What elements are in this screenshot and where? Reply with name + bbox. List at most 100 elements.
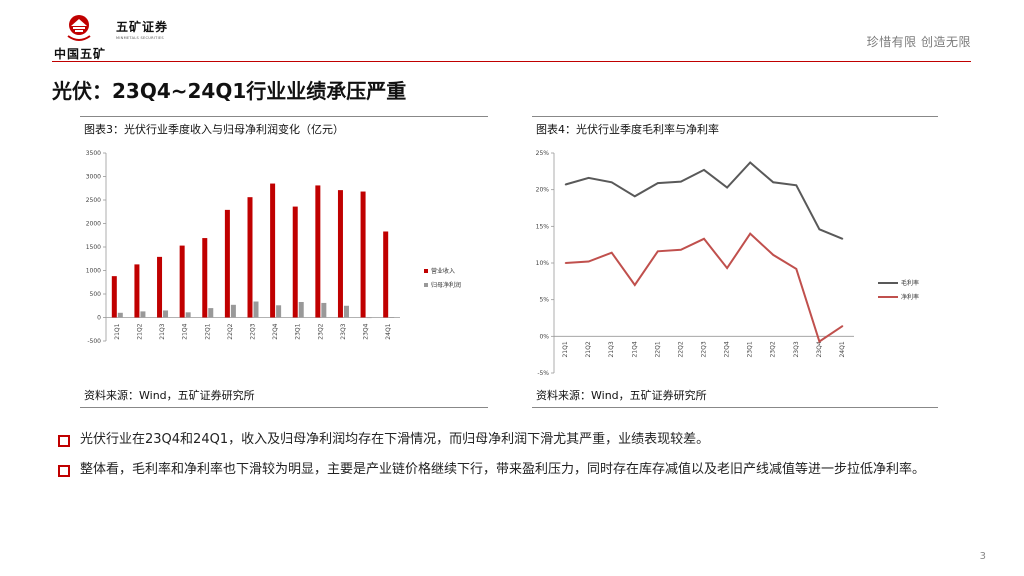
x-tick-label: 22Q1 xyxy=(654,341,661,357)
data-point xyxy=(680,249,682,251)
y-tick-label: 15% xyxy=(536,223,550,230)
header-divider xyxy=(52,61,971,62)
figure-revenue-profit: 图表3：光伏行业季度收入与归母净利润变化（亿元） -500 0 500 1000 150… xyxy=(80,116,488,408)
minmetals-emblem-icon xyxy=(67,15,91,41)
data-point xyxy=(726,186,728,189)
bar-revenue xyxy=(270,183,276,318)
line-net-margin xyxy=(565,232,844,344)
y-tick-label: 1000 xyxy=(86,268,101,275)
x-tick-label: 22Q1 xyxy=(204,323,211,339)
y-tick-label: 1500 xyxy=(86,244,101,251)
x-tick-label: 23Q2 xyxy=(770,341,777,357)
legend-swatch xyxy=(424,269,428,273)
data-point xyxy=(818,340,821,343)
y-tick-label: 2500 xyxy=(86,197,101,204)
bar-net-profit xyxy=(230,304,236,318)
figure-source: 资料来源：Wind，五矿证券研究所 xyxy=(536,389,707,402)
data-point xyxy=(610,181,613,184)
data-point xyxy=(772,181,775,184)
bar-revenue xyxy=(247,197,253,318)
y-tick-label: 10% xyxy=(536,260,550,267)
x-tick-label: 24Q1 xyxy=(839,341,846,357)
x-tick-label: 22Q4 xyxy=(724,341,731,357)
data-point xyxy=(657,182,659,184)
bar-revenue xyxy=(202,238,208,318)
x-tick-label: 21Q2 xyxy=(136,323,143,339)
figure-margins: 图表4：光伏行业季度毛利率与净利率 -5% 0% 5% 10% 15% 20% 25% 21Q… xyxy=(532,116,938,408)
x-tick-label: 23Q4 xyxy=(363,323,370,339)
bullet-item: 整体看，毛利率和净利率也下滑较为明显，主要是产业链价格继续下行，带来盈利压力，同… xyxy=(58,458,978,482)
x-tick-label: 23Q1 xyxy=(747,341,754,357)
data-point xyxy=(587,260,590,263)
bullet-item: 光伏行业在23Q4和24Q1，收入及归母净利润均存在下滑情况，而归母净利润下滑尤… xyxy=(58,428,978,452)
x-tick-label: 21Q1 xyxy=(114,323,121,339)
legend-label: 归母净利润 xyxy=(431,281,461,289)
data-point xyxy=(657,250,659,253)
data-point xyxy=(703,238,705,240)
data-point xyxy=(610,251,613,254)
y-tick-label: -500 xyxy=(87,338,101,345)
bullet-text: 整体看，毛利率和净利率也下滑较为明显，主要是产业链价格继续下行，带来盈利压力，同… xyxy=(80,462,926,477)
data-point xyxy=(818,228,821,231)
bullet-list: 光伏行业在23Q4和24Q1，收入及归母净利润均存在下滑情况，而归母净利润下滑尤… xyxy=(58,428,978,488)
bar-net-profit xyxy=(185,312,191,318)
data-point xyxy=(772,254,775,256)
revenue-profit-chart: -500 0 500 1000 1500 2000 2500 3000 3500 21Q1 21Q2… xyxy=(86,150,461,345)
bullet-square-icon xyxy=(58,465,70,477)
legend-label: 毛利率 xyxy=(901,279,919,287)
bullet-text: 光伏行业在23Q4和24Q1，收入及归母净利润均存在下滑情况，而归母净利润下滑尤… xyxy=(80,432,710,447)
data-point xyxy=(564,262,567,264)
legend-label: 净利率 xyxy=(901,293,919,301)
x-tick-label: 22Q3 xyxy=(250,323,257,339)
org-name: 中国五矿 xyxy=(54,47,107,61)
data-point xyxy=(703,169,705,171)
legend-label: 营业收入 xyxy=(431,267,455,275)
bar-net-profit xyxy=(321,302,327,318)
bar-revenue xyxy=(134,264,140,318)
bar-revenue xyxy=(383,231,389,318)
bar-revenue xyxy=(337,190,343,318)
line-gross-margin xyxy=(565,161,843,240)
page-number: 3 xyxy=(979,551,986,562)
bar-revenue xyxy=(179,245,185,318)
bullet-square-icon xyxy=(58,435,70,447)
x-tick-label: 23Q3 xyxy=(340,323,347,339)
brand-name-en: MINMETALS SECURITIES xyxy=(116,36,164,40)
bar-revenue xyxy=(111,276,117,318)
x-tick-label: 21Q1 xyxy=(562,341,569,357)
y-tick-label: 0% xyxy=(539,333,549,340)
data-point xyxy=(749,232,751,235)
y-tick-label: -5% xyxy=(537,370,549,377)
bar-net-profit xyxy=(253,301,259,318)
bar-revenue xyxy=(224,209,230,318)
data-point xyxy=(841,238,844,240)
margin-chart: -5% 0% 5% 10% 15% 20% 25% 21Q1 21Q2 21Q3 21Q4 22Q1 2… xyxy=(536,150,919,377)
y-tick-label: 2000 xyxy=(86,221,101,228)
bar-revenue xyxy=(360,191,366,318)
company-logo: 五矿证券 MINMETALS SECURITIES 中国五矿 xyxy=(52,12,192,61)
data-point xyxy=(633,284,636,286)
slogan: 珍惜有限 创造无限 xyxy=(866,35,971,49)
x-tick-label: 21Q4 xyxy=(182,323,189,339)
x-tick-label: 23Q3 xyxy=(793,341,800,357)
y-tick-label: 0 xyxy=(97,315,101,322)
bar-net-profit xyxy=(343,305,349,318)
data-point xyxy=(795,184,798,187)
data-point xyxy=(841,325,844,327)
y-tick-label: 25% xyxy=(536,150,550,157)
x-tick-label: 22Q4 xyxy=(272,323,279,339)
bar-revenue xyxy=(292,206,298,318)
bar-net-profit xyxy=(140,311,146,318)
bar-net-profit xyxy=(276,305,282,318)
x-tick-label: 23Q2 xyxy=(317,323,324,339)
x-tick-label: 23Q4 xyxy=(816,341,823,357)
x-tick-label: 21Q3 xyxy=(159,323,166,339)
bar-net-profit xyxy=(389,317,395,318)
x-tick-label: 22Q3 xyxy=(701,341,708,357)
bar-net-profit xyxy=(117,312,123,318)
legend-swatch xyxy=(424,283,428,287)
figure-title: 图表4：光伏行业季度毛利率与净利率 xyxy=(536,123,719,136)
data-point xyxy=(749,161,751,164)
y-tick-label: 3000 xyxy=(86,174,101,181)
bar-revenue xyxy=(315,185,321,318)
